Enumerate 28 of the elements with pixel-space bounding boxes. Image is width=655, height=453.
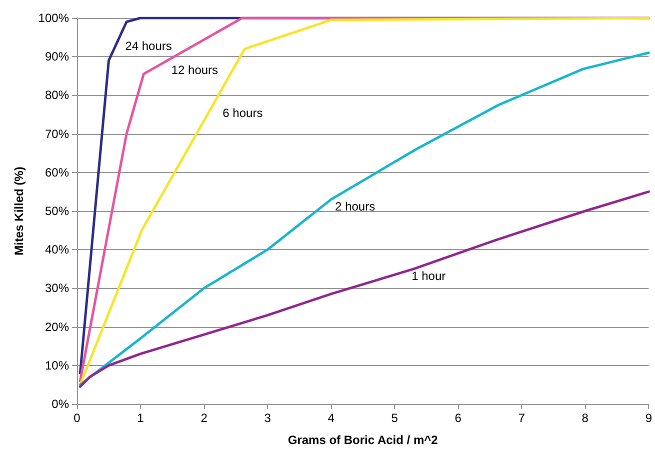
series-label: 24 hours: [125, 38, 172, 53]
y-tick-label: 0%: [52, 397, 70, 411]
x-axis-title: Grams of Boric Acid / m^2: [288, 433, 438, 447]
x-tick-label: 7: [518, 411, 526, 425]
x-tick-label: 9: [645, 411, 652, 425]
y-tick-label: 30%: [44, 281, 70, 296]
series-label: 2 hours: [335, 199, 376, 214]
y-tick-label: 50%: [44, 204, 70, 218]
x-tick-label: 0: [74, 411, 81, 425]
y-tick-label: 40%: [44, 242, 70, 257]
y-axis-title: Mites Killed (%): [12, 166, 26, 256]
y-tick-label: 20%: [44, 320, 70, 334]
x-tick-label: 3: [264, 411, 272, 425]
series-label: 12 hours: [171, 62, 218, 77]
y-tick-label: 10%: [44, 358, 70, 372]
y-tick-label: 100%: [38, 11, 70, 25]
x-tick-label: 2: [200, 411, 208, 425]
y-tick-label: 80%: [44, 88, 70, 102]
x-tick-label: 1: [137, 411, 144, 425]
y-tick-label: 60%: [44, 165, 70, 180]
y-tick-label: 70%: [44, 126, 70, 141]
x-tick-label: 6: [454, 411, 462, 425]
series-label: 1 hour: [412, 268, 446, 283]
x-tick-label: 4: [328, 411, 335, 425]
y-tick-label: 90%: [44, 50, 70, 64]
series-label: 6 hours: [222, 106, 263, 120]
x-tick-label: 5: [391, 411, 398, 425]
x-tick-label: 8: [582, 411, 589, 425]
